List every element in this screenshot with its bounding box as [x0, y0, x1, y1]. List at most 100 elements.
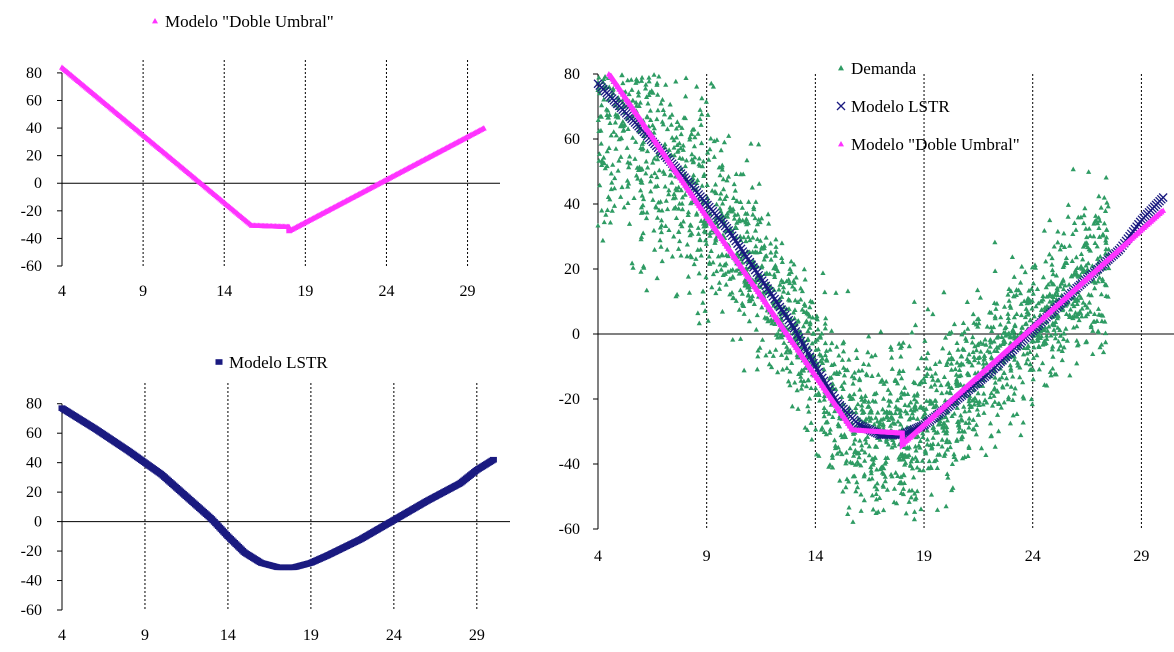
- data-point: [991, 368, 997, 374]
- y-tick-label: 80: [564, 66, 580, 83]
- data-point: [1092, 280, 1098, 285]
- data-point: [1057, 283, 1063, 289]
- data-point: [1001, 399, 1007, 405]
- data-point: [862, 397, 868, 402]
- data-point: [682, 93, 689, 99]
- data-point: [970, 349, 976, 355]
- data-point: [1027, 349, 1033, 354]
- data-point: [966, 351, 972, 357]
- data-point: [698, 140, 705, 146]
- data-point: [868, 464, 874, 470]
- data-point: [810, 314, 816, 320]
- data-point: [897, 345, 904, 350]
- data-point: [693, 180, 700, 185]
- data-point: [630, 97, 636, 103]
- data-point: [714, 137, 720, 142]
- data-point: [1070, 295, 1077, 301]
- data-point: [651, 72, 657, 77]
- data-point: [833, 290, 839, 295]
- data-point: [678, 252, 684, 258]
- data-point: [1010, 412, 1016, 418]
- data-point: [671, 191, 677, 196]
- data-point: [822, 289, 828, 295]
- data-point: [1101, 220, 1107, 226]
- data-point: [1054, 315, 1061, 321]
- data-point: [822, 352, 828, 358]
- data-point: [926, 458, 932, 464]
- data-point: [807, 325, 813, 330]
- data-point: [902, 408, 909, 414]
- data-point: [843, 484, 849, 490]
- data-point: [1099, 276, 1106, 282]
- data-point: [718, 190, 724, 196]
- data-point: [967, 393, 973, 398]
- data-point: [973, 431, 979, 437]
- data-point: [620, 118, 626, 124]
- data-point: [924, 427, 930, 433]
- data-point: [648, 117, 654, 123]
- data-point: [989, 328, 995, 333]
- data-point: [975, 390, 981, 396]
- data-point: [846, 356, 852, 362]
- data-point: [897, 413, 904, 418]
- data-point: [1074, 323, 1080, 329]
- data-point: [658, 100, 664, 106]
- data-point: [849, 373, 855, 379]
- data-point: [1047, 217, 1053, 223]
- data-point: [885, 387, 891, 392]
- data-point: [692, 154, 698, 160]
- data-point: [686, 290, 693, 295]
- data-point: [761, 256, 767, 262]
- data-point: [794, 387, 800, 393]
- data-point: [869, 373, 875, 378]
- data-point: [1046, 251, 1053, 257]
- data-point: [1020, 379, 1026, 385]
- data-point: [1078, 264, 1084, 270]
- data-point: [627, 160, 633, 166]
- data-point: [779, 240, 785, 246]
- data-point: [914, 399, 920, 404]
- data-point: [789, 360, 795, 366]
- data-point: [1078, 251, 1084, 257]
- data-point: [643, 82, 649, 87]
- data-point: [1065, 214, 1071, 219]
- data-point: [841, 379, 847, 385]
- data-point: [1098, 341, 1105, 347]
- data-point: [1040, 341, 1046, 347]
- data-point: [949, 413, 955, 419]
- data-point: [853, 405, 859, 410]
- data-point: [879, 469, 886, 475]
- data-point: [772, 321, 778, 327]
- data-point: [854, 450, 860, 456]
- data-point: [917, 438, 923, 444]
- x-tick-label: 19: [916, 548, 932, 565]
- legend-label: Demanda: [851, 59, 917, 78]
- data-point: [669, 253, 676, 259]
- data-point: [643, 170, 649, 176]
- data-point: [630, 265, 636, 270]
- data-point: [611, 129, 617, 134]
- data-point: [703, 222, 709, 228]
- data-point: [1057, 327, 1063, 333]
- data-point: [949, 385, 955, 390]
- data-point: [792, 286, 798, 292]
- data-point: [1061, 244, 1068, 250]
- data-point: [710, 259, 716, 265]
- data-point: [898, 421, 904, 427]
- legend-marker: [215, 359, 223, 365]
- data-point: [715, 253, 722, 259]
- data-point: [1018, 301, 1024, 306]
- data-point: [668, 172, 674, 178]
- data-point: [1055, 292, 1061, 298]
- data-point: [896, 454, 902, 460]
- data-point: [927, 398, 933, 403]
- data-point: [1096, 311, 1102, 317]
- data-point: [954, 405, 960, 410]
- data-point: [703, 241, 710, 246]
- data-point: [829, 455, 836, 460]
- data-point: [720, 186, 727, 192]
- data-point: [1029, 401, 1035, 407]
- data-point: [633, 99, 639, 105]
- data-point: [768, 364, 775, 370]
- data-point: [1028, 317, 1034, 323]
